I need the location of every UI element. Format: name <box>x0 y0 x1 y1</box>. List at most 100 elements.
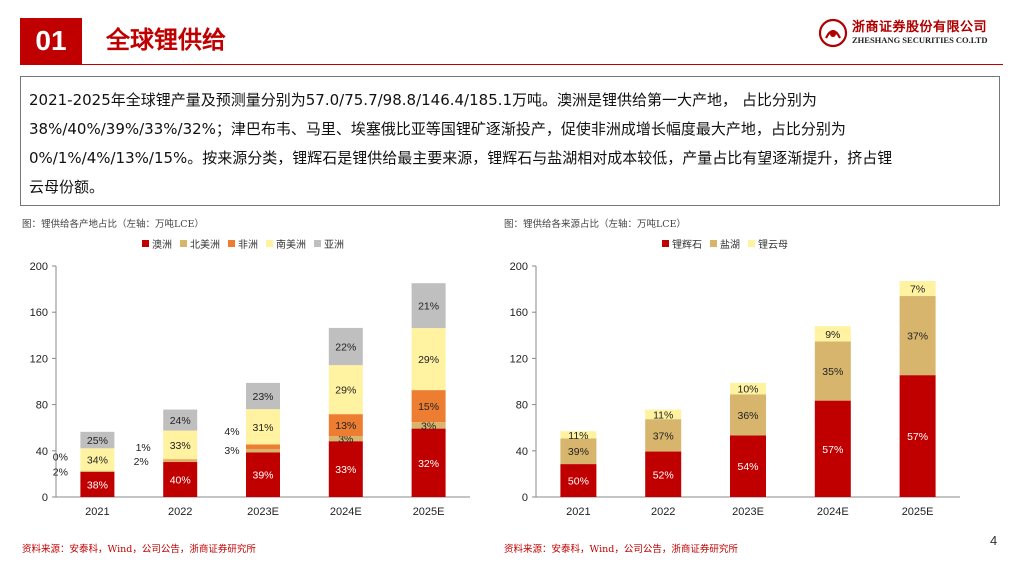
summary-line-3: 0%/1%/4%/13%/15%。按来源分类，锂辉石是锂供给最主要来源，锂辉石与… <box>29 149 893 167</box>
legend-swatch <box>142 240 149 247</box>
data-label: 38% <box>87 479 108 491</box>
bar-segment <box>246 444 280 450</box>
page-number: 4 <box>990 533 998 548</box>
y-tick-label: 120 <box>510 353 528 365</box>
legend-label: 亚洲 <box>324 240 344 251</box>
y-tick-label: 160 <box>30 307 48 319</box>
bar-segment <box>328 441 363 497</box>
x-tick-label: 2023E <box>247 506 279 518</box>
data-label: 21% <box>418 301 439 313</box>
bar-segment <box>411 390 446 423</box>
bar-segment <box>814 400 851 497</box>
left-chart: 0 40 80 120 160 200 2021 38% 2% 0% 34% 25% 2022 40% 2%… <box>30 261 470 518</box>
bar-segment <box>645 409 682 420</box>
data-label: 13% <box>335 420 356 432</box>
right-chart: 0 40 80 120 160 200 2021 50% 39% 11% 2022 52% 37% 11%… <box>510 261 960 518</box>
data-label: 25% <box>87 435 108 447</box>
bar-segment <box>411 328 446 391</box>
bar-segment <box>80 471 115 497</box>
legend-swatch <box>314 240 321 247</box>
legend-swatch <box>228 240 235 247</box>
bar-segment <box>730 394 766 436</box>
bar-segment <box>328 436 363 442</box>
legend-label: 盐湖 <box>720 240 740 251</box>
summary-line-4: 云母份额。 <box>29 178 105 196</box>
legend-item: 南美洲 <box>266 236 306 251</box>
bar-segment <box>814 341 851 401</box>
y-tick-label: 160 <box>510 307 528 319</box>
header-divider <box>20 64 1003 65</box>
data-label: 11% <box>568 430 588 442</box>
logo-name-cn: 浙商证券股份有限公司 <box>852 20 988 35</box>
data-label: 7% <box>910 284 925 296</box>
summary-box: 2021-2025年全球锂产量及预测量分别为57.0/75.7/98.8/146… <box>20 76 1000 206</box>
data-label: 3% <box>338 434 353 446</box>
legend-item: 非洲 <box>228 236 258 251</box>
bar-segment <box>246 449 280 453</box>
bar-segment <box>560 431 597 439</box>
x-tick-label: 2021 <box>85 506 109 518</box>
legend-swatch <box>662 240 669 247</box>
data-label: 2% <box>53 466 68 478</box>
x-tick-label: 2021 <box>566 506 590 518</box>
data-label: 1% <box>136 442 151 454</box>
bar-segment <box>163 409 198 431</box>
bar-segment <box>80 470 115 472</box>
data-label: 57% <box>822 444 843 456</box>
bar-segment <box>246 452 280 497</box>
left-chart-caption: 图：锂供给各产地占比（左轴：万吨LCE） <box>22 219 205 230</box>
data-label: 32% <box>418 458 439 470</box>
x-tick-label: 2023E <box>732 506 764 518</box>
summary-line-1: 2021-2025年全球锂产量及预测量分别为57.0/75.7/98.8/146… <box>29 91 817 109</box>
bar-segment <box>730 382 766 395</box>
legend-item: 亚洲 <box>314 236 344 251</box>
bar-segment <box>560 438 597 465</box>
x-tick-label: 2022 <box>651 506 675 518</box>
data-label: 3% <box>421 420 436 432</box>
bar-segment <box>814 326 851 342</box>
bar-segment <box>899 296 936 376</box>
data-label: 37% <box>653 430 674 442</box>
bar-segment <box>80 431 115 449</box>
bar-segment <box>328 365 363 415</box>
legend-item: 锂云母 <box>748 236 788 251</box>
section-number: 01 <box>20 18 82 64</box>
data-label: 0% <box>53 452 68 464</box>
logo-emblem-icon <box>818 18 848 48</box>
y-tick-label: 0 <box>42 492 48 504</box>
legend-label: 非洲 <box>238 240 258 251</box>
bar-segment <box>899 375 936 497</box>
company-logo: 浙商证券股份有限公司 ZHESHANG SECURITIES CO.LTD <box>818 16 1008 50</box>
bar-segment <box>163 460 198 463</box>
x-tick-label: 2025E <box>902 506 934 518</box>
legend-label: 锂云母 <box>758 240 788 251</box>
data-label: 35% <box>822 366 843 378</box>
data-label: 39% <box>568 446 589 458</box>
x-tick-label: 2025E <box>413 506 445 518</box>
y-tick-label: 200 <box>30 261 48 273</box>
legend-item: 北美洲 <box>180 236 220 251</box>
data-label: 34% <box>87 454 108 466</box>
page-title: 全球锂供给 <box>106 26 226 54</box>
y-tick-label: 0 <box>522 492 528 504</box>
right-chart-caption: 图：锂供给各来源占比（左轴：万吨LCE） <box>504 219 687 230</box>
data-label: 23% <box>252 391 273 403</box>
data-label: 15% <box>418 401 439 413</box>
data-label: 31% <box>252 422 273 434</box>
y-tick-label: 40 <box>36 446 48 458</box>
bar-segment <box>328 414 363 437</box>
legend-swatch <box>748 240 755 247</box>
data-label: 29% <box>418 354 439 366</box>
data-label: 52% <box>653 469 674 481</box>
y-tick-label: 200 <box>510 261 528 273</box>
legend-label: 北美洲 <box>190 240 220 251</box>
bar-segment <box>560 464 597 497</box>
data-label: 24% <box>170 415 191 427</box>
data-label: 10% <box>737 384 758 396</box>
data-label: 57% <box>907 431 928 443</box>
data-label: 4% <box>224 426 239 438</box>
legend-label: 澳洲 <box>152 240 172 251</box>
data-label: 11% <box>653 409 673 421</box>
data-label: 33% <box>335 464 356 476</box>
data-label: 33% <box>170 440 191 452</box>
